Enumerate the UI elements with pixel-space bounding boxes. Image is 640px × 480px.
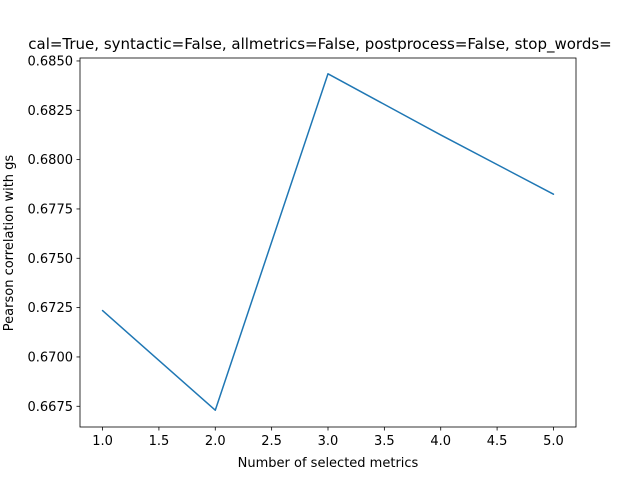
x-tick-label: 3.0 [318,434,339,449]
x-tick-label: 4.5 [487,434,508,449]
y-tick-label: 0.6825 [28,104,74,119]
y-axis-label: Pearson correlation with gs [2,155,17,332]
y-tick-label: 0.6775 [28,202,74,217]
x-tick-label: 4.0 [430,434,451,449]
y-tick-label: 0.6725 [28,301,74,316]
x-tick-label: 2.0 [205,434,226,449]
y-tick-label: 0.6700 [28,350,74,365]
series-line [101,73,555,411]
y-tick-label: 0.6675 [28,400,74,415]
x-tick-label: 3.5 [374,434,395,449]
x-axis-ticks: 1.0 1.5 2.0 2.5 3.0 3.5 4.0 4.5 5.0 [92,427,564,449]
x-tick-label: 1.5 [149,434,170,449]
x-tick-label: 2.5 [261,434,282,449]
y-axis-ticks: 0.6675 0.6700 0.6725 0.6750 0.6775 0.6800 0.68… [28,54,80,415]
y-tick-label: 0.6800 [28,153,74,168]
chart-title: cal=True, syntactic=False, allmetrics=Fa… [28,35,612,54]
y-tick-label: 0.6850 [28,54,74,69]
x-tick-label: 1.0 [92,434,113,449]
plot-frame [79,57,577,428]
x-tick-label: 5.0 [543,434,564,449]
x-axis-label: Number of selected metrics [238,456,419,471]
y-tick-label: 0.6750 [28,252,74,267]
